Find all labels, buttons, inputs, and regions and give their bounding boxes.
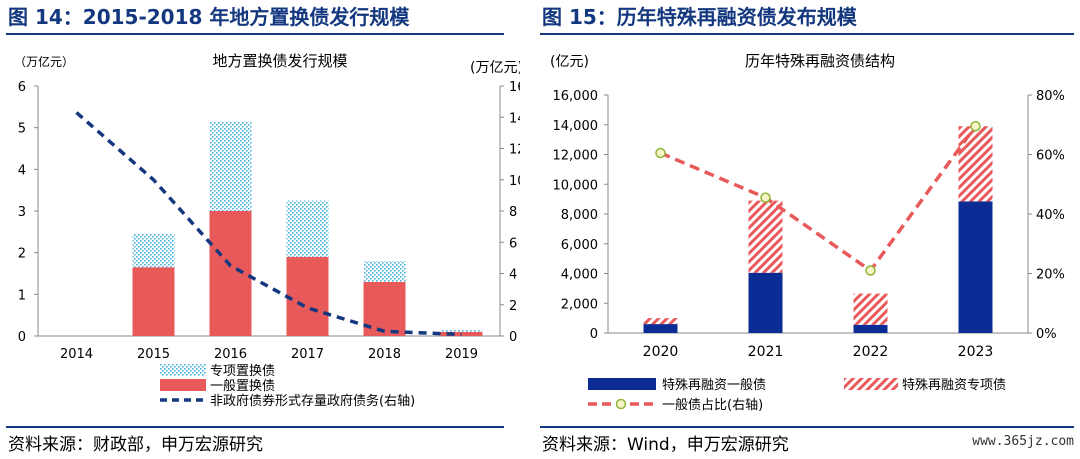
left-source: 资料来源：财政部，申万宏源研究 — [8, 435, 263, 455]
bar-general-2016 — [209, 211, 252, 336]
x-tick-label: 2021 — [748, 344, 784, 360]
right-header-rule — [540, 33, 1074, 35]
y-tick-label: 0 — [590, 327, 598, 342]
right-chart: 历年特殊再融资债结构 (亿元) 0 2,000 4,000 6,000 8,000 10,00… — [550, 52, 1065, 413]
chart-title: 地方置换债发行规模 — [212, 52, 347, 70]
right-bars — [643, 126, 993, 333]
y-tick-label: 1 — [18, 288, 26, 303]
bar-special-2016 — [209, 121, 252, 211]
left-bars — [132, 121, 483, 336]
legend-swatch-marker — [615, 398, 627, 410]
legend-swatch-special — [844, 378, 898, 390]
x-tick-label: 2019 — [445, 347, 478, 362]
left-header-rule — [6, 33, 504, 35]
line-point-2021 — [760, 192, 771, 203]
bar-general-2023 — [958, 201, 993, 333]
left-axis-unit: (亿元) — [550, 54, 589, 70]
right-line — [655, 120, 981, 276]
legend-swatch-special — [160, 364, 206, 376]
y2-tick-label: 2 — [509, 299, 517, 314]
bar-general-2022 — [853, 324, 888, 333]
legend-label-special: 特殊再融资专项债 — [902, 378, 1006, 393]
y2-tick-label: 10 — [509, 174, 520, 189]
y2-tick-label: 6 — [509, 236, 517, 251]
chart-title: 历年特殊再融资债结构 — [745, 52, 895, 70]
bar-special-2015 — [132, 233, 175, 268]
y-tick-label: 5 — [18, 122, 26, 137]
y-tick-label: 4 — [18, 163, 26, 178]
y-tick-label: 0 — [18, 330, 26, 345]
x-tick-label: 2017 — [291, 347, 324, 362]
x-tick-label: 2018 — [368, 347, 401, 362]
right-panel-header: 图 15：历年特殊再融资债发布规模 — [542, 5, 857, 29]
right-source: 资料来源：Wind，申万宏源研究 — [542, 435, 789, 455]
x-tick-label: 2020 — [643, 344, 679, 360]
bar-special-2022 — [853, 293, 888, 325]
y-tick-label: 12,000 — [553, 149, 599, 164]
bar-special-2017 — [286, 200, 329, 257]
left-chart: 地方置换债发行规模（万亿元）(万亿元)012345602468101214162… — [14, 52, 520, 409]
right-axis-unit: (万亿元) — [470, 60, 520, 76]
legend-swatch-general — [160, 379, 206, 391]
y2-tick-label: 12 — [509, 143, 520, 158]
left-line — [75, 111, 462, 337]
x-tick-label: 2014 — [60, 347, 93, 362]
bar-special-2023 — [958, 126, 993, 202]
x-tick-label: 2016 — [214, 347, 247, 362]
line-point-2020 — [655, 147, 666, 159]
y-tick-label: 14,000 — [553, 119, 599, 134]
y2-tick-label: 16 — [509, 80, 520, 95]
y-tick-label: 16,000 — [553, 89, 599, 104]
bar-special-2018 — [363, 261, 406, 282]
bar-special-2021 — [748, 200, 783, 273]
bar-general-2017 — [286, 256, 329, 336]
y-tick-label: 8,000 — [561, 208, 598, 223]
y-tick-label: 6,000 — [561, 238, 598, 253]
y2-tick-label: 0 — [509, 330, 517, 345]
y-tick-label: 4,000 — [561, 268, 598, 283]
y2-tick-label: 40% — [1036, 208, 1065, 223]
line-point-2022 — [865, 265, 876, 276]
left-footer-rule — [6, 426, 504, 428]
bar-general-2020 — [643, 324, 678, 333]
right-footer-rule — [540, 426, 1074, 428]
bar-general-2015 — [132, 267, 175, 336]
legend-label-line: 非政府债券形式存量政府债务(右轴) — [210, 393, 415, 409]
line-general-share — [659, 125, 977, 273]
bar-special-2020 — [643, 318, 678, 325]
y-tick-label: 10,000 — [553, 178, 599, 193]
y-tick-label: 2,000 — [561, 297, 598, 312]
y2-tick-label: 4 — [509, 268, 517, 283]
x-tick-label: 2023 — [958, 344, 994, 360]
y2-tick-label: 8 — [509, 205, 517, 220]
legend-label-general: 特殊再融资一般债 — [662, 377, 766, 393]
legend-label-special: 专项置换债 — [210, 364, 275, 379]
legend-swatch-general — [588, 378, 656, 390]
left-axis-unit: （万亿元） — [14, 54, 74, 69]
left-axes: 地方置换债发行规模（万亿元）(万亿元)012345602468101214162… — [14, 52, 520, 362]
y-tick-label: 2 — [18, 247, 26, 262]
y-tick-label: 6 — [18, 80, 26, 95]
legend-label-line: 一般债占比(右轴) — [662, 397, 763, 413]
bar-special-2019 — [440, 329, 483, 332]
x-tick-label: 2022 — [853, 344, 889, 360]
left-panel-header: 图 14：2015-2018 年地方置换债发行规模 — [8, 5, 410, 29]
y2-tick-label: 0% — [1036, 327, 1057, 342]
bar-general-2021 — [748, 272, 783, 333]
x-tick-label: 2015 — [137, 347, 170, 362]
y2-tick-label: 80% — [1036, 89, 1065, 104]
watermark: www.365jz.com — [972, 434, 1074, 449]
line-point-2023 — [970, 120, 981, 132]
y2-tick-label: 14 — [509, 111, 520, 126]
legend-label-general: 一般置换债 — [210, 378, 275, 394]
y2-tick-label: 20% — [1036, 268, 1065, 283]
right-axes: 历年特殊再融资债结构 (亿元) 0 2,000 4,000 6,000 8,000 10,00… — [550, 52, 1065, 360]
y-tick-label: 3 — [18, 205, 26, 220]
line-nongov-debt — [75, 111, 462, 337]
y2-tick-label: 60% — [1036, 149, 1065, 164]
